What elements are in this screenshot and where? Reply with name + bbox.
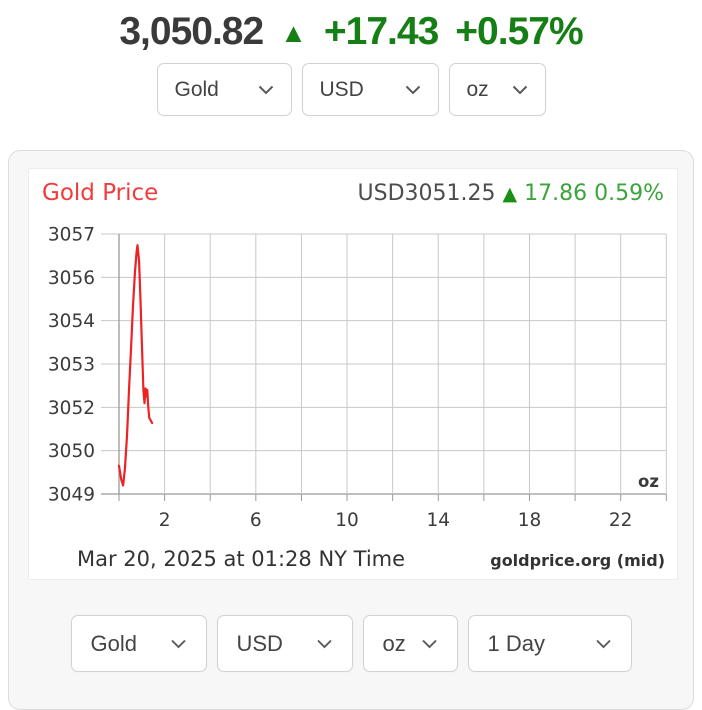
top-controls: Gold USD oz (0, 63, 702, 116)
spot-price: 3,050.82 (119, 10, 264, 53)
x-axis-label: 6 (250, 510, 262, 531)
plot-unit-label: oz (638, 472, 659, 491)
chart-footer: Mar 20, 2025 at 01:28 NY Time goldprice.… (29, 547, 677, 571)
price-change: +17.43 (323, 10, 439, 53)
y-axis-label: 3052 (48, 398, 95, 419)
chart-source: goldprice.org (mid) (490, 551, 665, 570)
currency-select-value: USD (236, 630, 283, 656)
chevron-down-icon (512, 85, 527, 94)
chevron-down-icon (421, 639, 437, 648)
y-axis-label: 3053 (48, 355, 95, 376)
up-triangle-icon: ▲ (280, 18, 307, 48)
unit-select-value: oz (382, 630, 406, 656)
chevron-down-icon (170, 639, 186, 648)
y-axis-label: 3057 (48, 225, 95, 246)
x-axis-label: 22 (609, 510, 633, 531)
y-axis-label: 3049 (48, 485, 95, 506)
period-select-value: 1 Day (487, 630, 545, 656)
metal-select[interactable]: Gold (156, 63, 292, 116)
chart-card: 3057 3056 3054 3053 3052 3050 3049 2 6 10 14 18 22 oz… (28, 168, 678, 580)
chart-quote-price: USD3051.25 (357, 181, 496, 206)
chart-timestamp: Mar 20, 2025 at 01:28 NY Time (77, 547, 406, 571)
chart-quote: USD3051.25 ▲ 17.86 0.59% (358, 181, 664, 206)
chart-panel: 3057 3056 3054 3053 3052 3050 3049 2 6 10 14 18 22 oz… (8, 150, 694, 710)
chart-quote-percent: 0.59% (594, 181, 664, 206)
period-select[interactable]: 1 Day (467, 615, 632, 672)
gridlines (101, 233, 667, 501)
currency-select-bottom[interactable]: USD (216, 615, 353, 672)
y-axis-label: 3050 (48, 441, 95, 462)
x-axis-label: 18 (518, 510, 542, 531)
up-triangle-icon: ▲ (502, 183, 518, 205)
chart-header: Gold Price USD3051.25 ▲ 17.86 0.59% (29, 169, 677, 206)
unit-select-bottom[interactable]: oz (362, 615, 458, 672)
unit-select-value: oz (466, 77, 489, 101)
chart-quote-change: 17.86 (524, 181, 588, 206)
y-axis-label: 3054 (48, 311, 95, 332)
y-axis-label: 3056 (48, 268, 95, 289)
chevron-down-icon (405, 85, 420, 94)
bottom-controls: Gold USD oz 1 Day (9, 615, 693, 672)
metal-select-value: Gold (174, 77, 219, 101)
metal-select-bottom[interactable]: Gold (70, 615, 207, 672)
price-change-percent: +0.57% (455, 10, 583, 53)
x-axis-label: 14 (426, 510, 450, 531)
price-chart: 3057 3056 3054 3053 3052 3050 3049 2 6 10 14 18 22 oz (48, 225, 667, 531)
chart-title: Gold Price (42, 180, 159, 206)
chevron-down-icon (595, 639, 611, 648)
currency-select-value: USD (319, 77, 364, 101)
chevron-down-icon (258, 85, 273, 94)
quote-bar: 3,050.82 ▲ +17.43 +0.57% (0, 0, 702, 58)
x-axis-label: 10 (335, 510, 359, 531)
price-line (117, 244, 154, 487)
x-axis-label: 2 (159, 510, 171, 531)
currency-select[interactable]: USD (301, 63, 439, 116)
chevron-down-icon (316, 639, 332, 648)
unit-select[interactable]: oz (448, 63, 546, 116)
metal-select-value: Gold (90, 630, 137, 656)
